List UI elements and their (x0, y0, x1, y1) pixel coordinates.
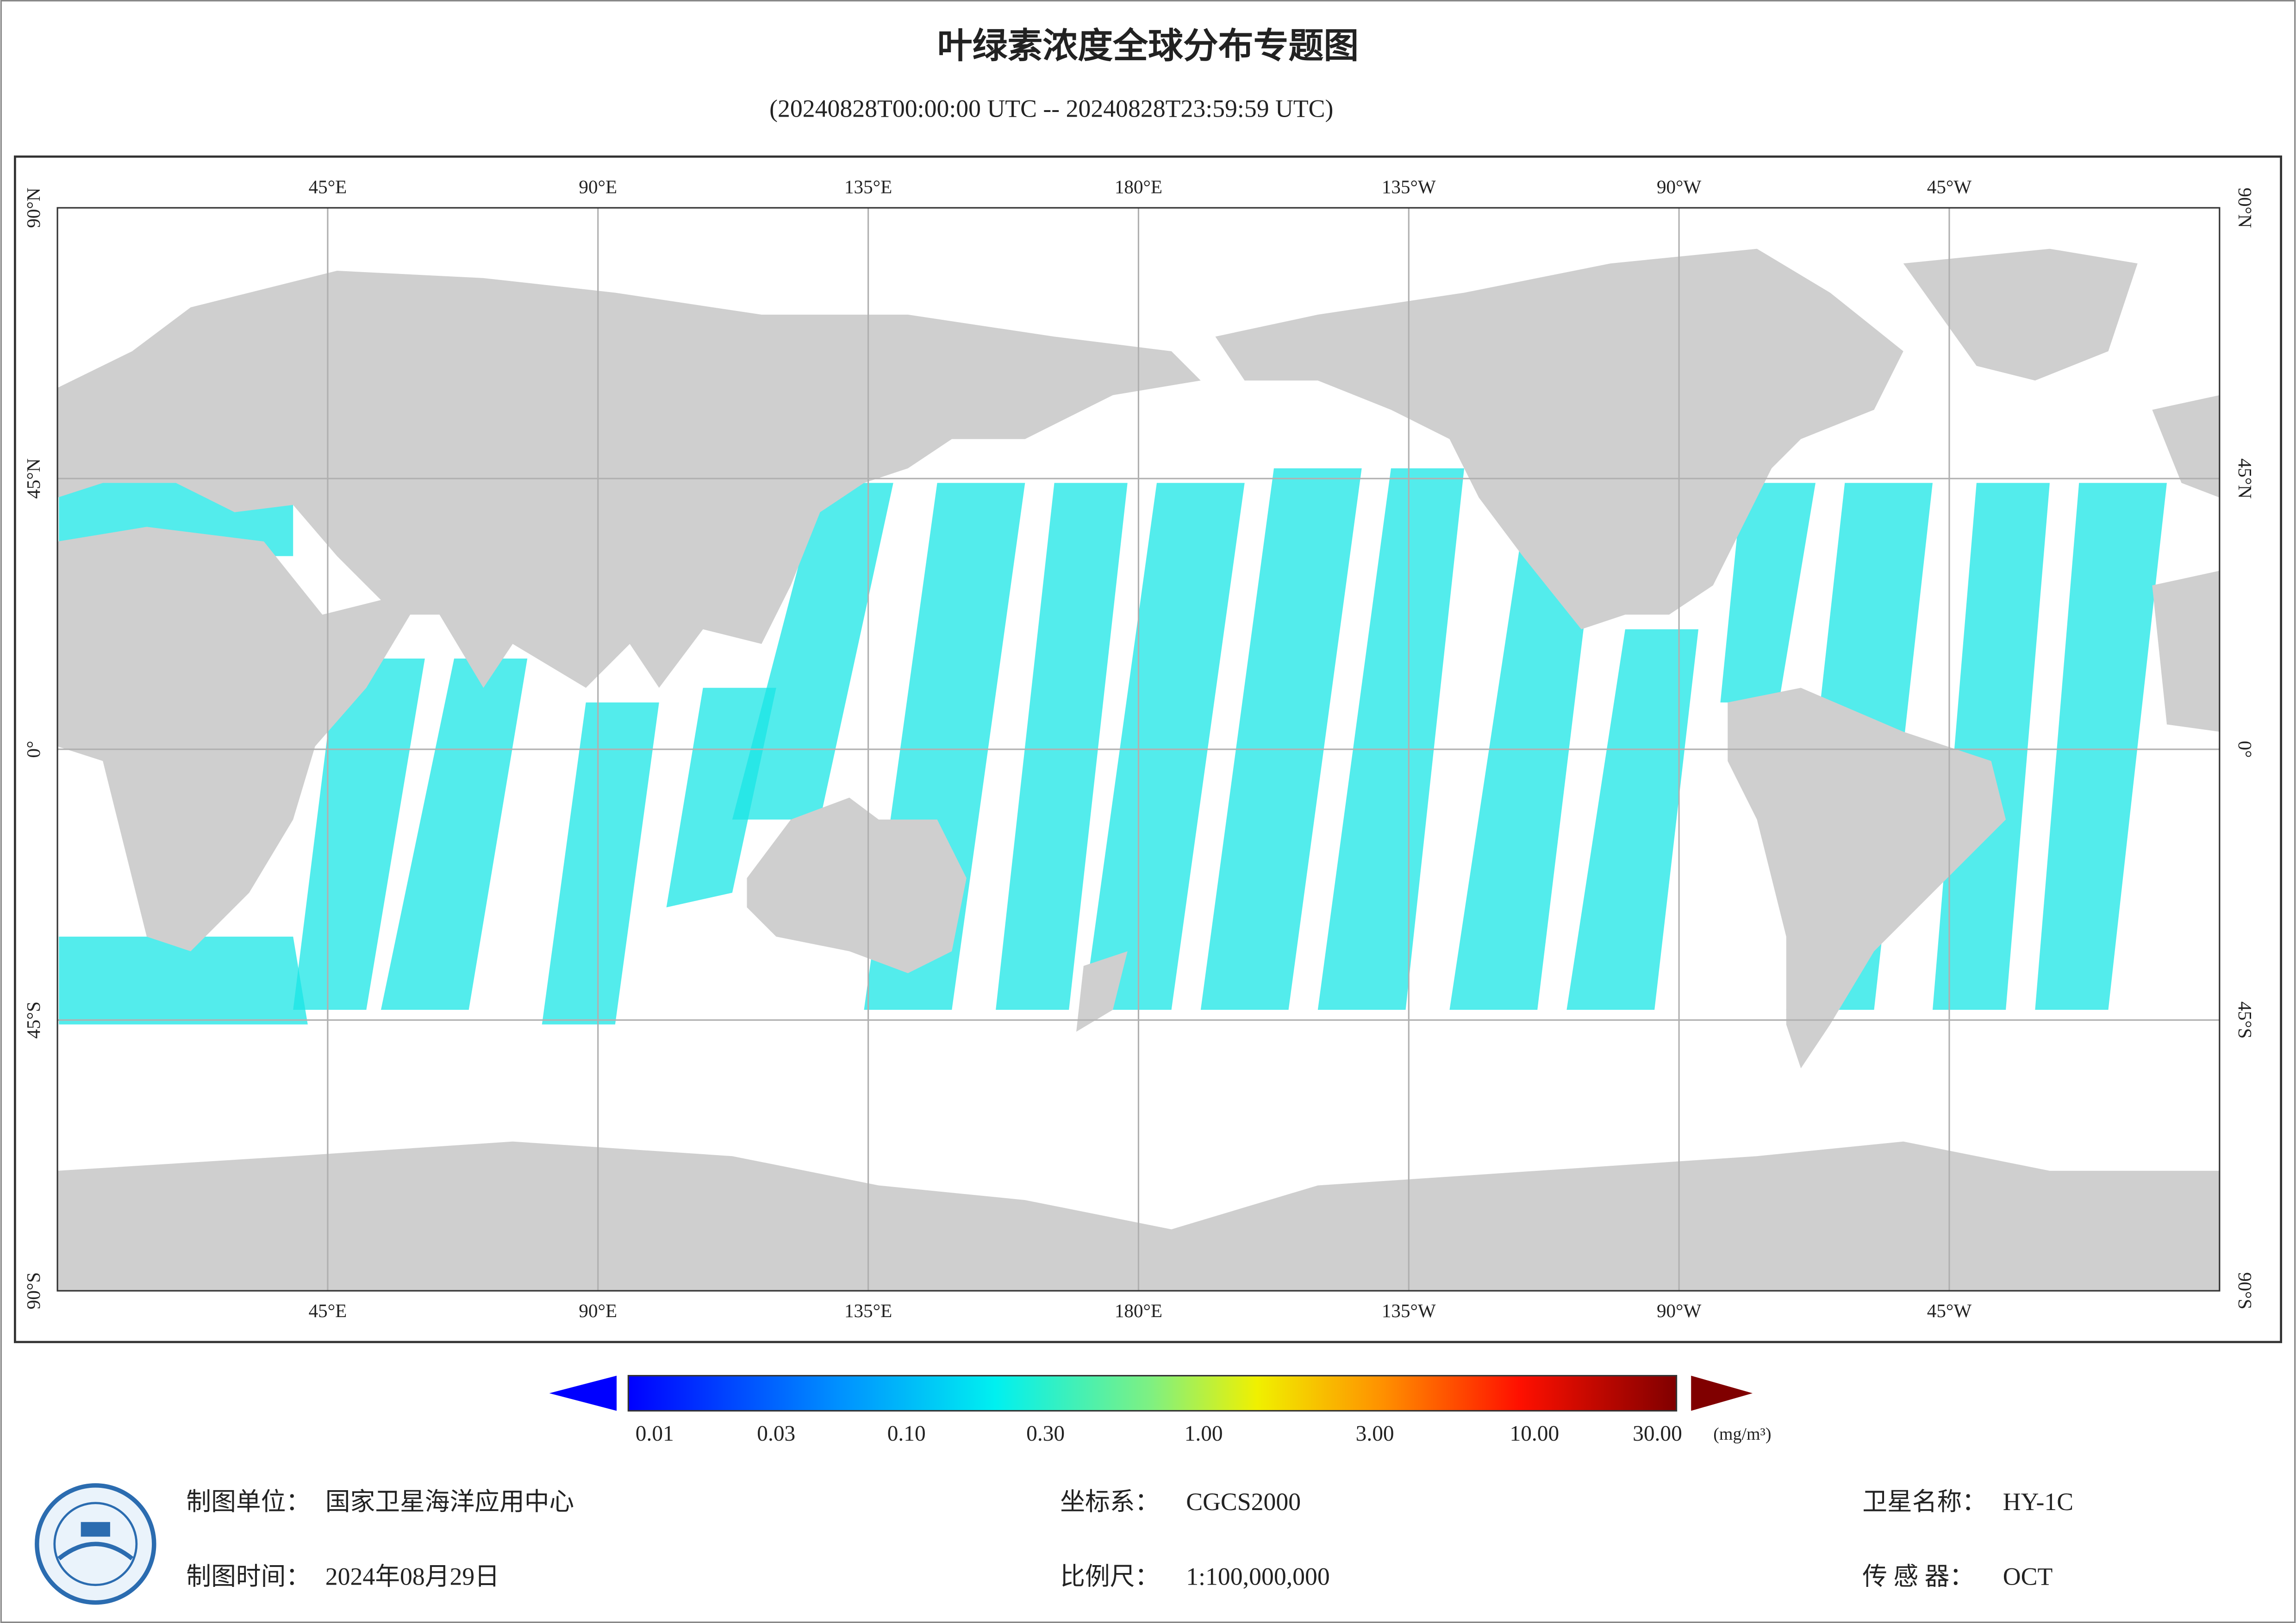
map-border (56, 207, 2221, 1292)
latitude-label-right: 90°S (2234, 1272, 2256, 1309)
colorbar-label: 0.30 (1026, 1422, 1065, 1446)
colorbar-unit: (mg/m³) (1713, 1424, 1771, 1444)
longitude-label-top: 45°E (309, 176, 347, 197)
latitude-label-left: 90°S (23, 1272, 44, 1309)
latitude-label-left: 0° (23, 741, 44, 758)
logo (35, 1483, 156, 1605)
latitude-label-left: 45°N (23, 458, 44, 498)
latitude-label-right: 45°N (2234, 458, 2256, 498)
footer-label: 卫星名称： (1862, 1488, 1987, 1516)
footer-label: 比例尺： (1060, 1562, 1160, 1590)
footer-label: 制图单位： (186, 1488, 311, 1516)
longitude-label-top: 90°E (579, 176, 617, 197)
latitude-label-right: 90°N (2234, 187, 2256, 228)
footer-label: 坐标系： (1060, 1488, 1160, 1516)
colorbar: 0.01 0.03 0.10 0.30 1.00 3.00 10.00 30.00 (mg/m… (549, 1374, 1771, 1446)
colorbar-label: 3.00 (1356, 1422, 1394, 1446)
latitude-label-right: 0° (2234, 741, 2256, 758)
colorbar-label: 0.10 (887, 1422, 926, 1446)
colorbar-high-arrow (1691, 1375, 1753, 1411)
latitude-label-left: 45°S (23, 1001, 44, 1038)
longitude-label-bottom: 135°W (1382, 1300, 1436, 1321)
footer-value: HY-1C (2003, 1488, 2073, 1516)
longitude-label-bottom: 90°E (579, 1300, 617, 1321)
longitude-label-top: 135°E (844, 176, 892, 197)
colorbar-label: 30.00 (1633, 1422, 1682, 1446)
footer-value: 2024年08月29日 (325, 1562, 499, 1590)
colorbar-label: 0.01 (636, 1422, 674, 1446)
longitude-label-bottom: 45°W (1927, 1300, 1972, 1321)
latitude-label-right: 45°S (2234, 1001, 2256, 1038)
graticule (57, 208, 2220, 1291)
title: 叶绿素浓度全球分布专题图 (937, 27, 1359, 66)
chlorophyll-swaths (59, 468, 2167, 1025)
footer-value: OCT (2003, 1562, 2053, 1590)
footer-value: 国家卫星海洋应用中心 (325, 1488, 574, 1516)
colorbar-label: 10.00 (1510, 1422, 1559, 1446)
longitude-label-bottom: 135°E (844, 1300, 892, 1321)
colorbar-bar (627, 1374, 1678, 1412)
latitude-label-left: 90°N (23, 187, 44, 228)
longitude-label-top: 135°W (1382, 176, 1436, 197)
map (57, 208, 2220, 1291)
longitude-label-top: 90°W (1657, 176, 1702, 197)
graticule-labels: 45°E 45°E 90°E 90°E 135°E 135°E 180°E 180°E 135°… (23, 176, 2256, 1321)
footer-value: CGCS2000 (1186, 1488, 1301, 1516)
colorbar-low-arrow (549, 1375, 617, 1411)
footer-label: 传 感 器： (1862, 1562, 1974, 1590)
subtitle: (20240828T00:00:00 UTC -- 20240828T23:59… (769, 95, 1333, 123)
colorbar-label: 0.03 (757, 1422, 795, 1446)
map-frame (14, 155, 2282, 1343)
longitude-label-top: 180°E (1115, 176, 1162, 197)
longitude-label-bottom: 90°W (1657, 1300, 1702, 1321)
longitude-label-top: 45°W (1927, 176, 1972, 197)
footer-label: 制图时间： (186, 1562, 311, 1590)
footer-value: 1:100,000,000 (1186, 1562, 1330, 1590)
longitude-label-bottom: 180°E (1115, 1300, 1162, 1321)
colorbar-label: 1.00 (1185, 1422, 1223, 1446)
colorbar-labels: 0.01 0.03 0.10 0.30 1.00 3.00 10.00 30.00 (636, 1422, 1682, 1446)
longitude-label-bottom: 45°E (309, 1300, 347, 1321)
